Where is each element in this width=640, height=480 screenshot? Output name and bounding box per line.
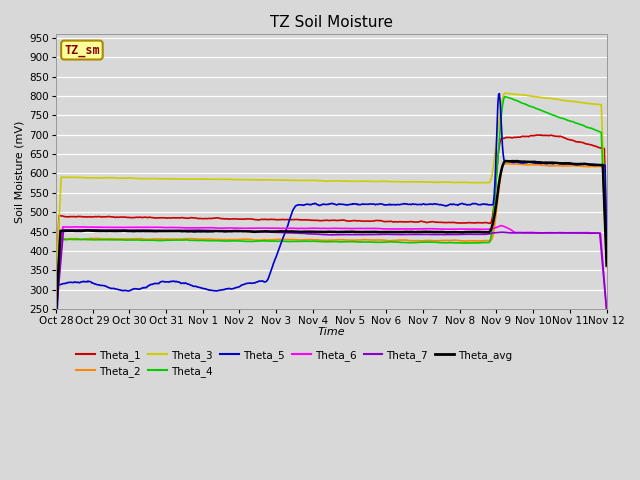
Theta_4 (175, 237, 182, 243)
Text: TZ_sm: TZ_sm (64, 44, 100, 57)
Theta_7 (62, 227, 70, 233)
Theta_2 (504, 161, 511, 167)
Theta_7 (415, 232, 423, 238)
Theta_5 (414, 202, 422, 207)
Theta_3 (204, 176, 211, 182)
Theta_5 (603, 243, 611, 249)
Title: TZ Soil Moisture: TZ Soil Moisture (269, 15, 393, 30)
Line: Theta_1: Theta_1 (56, 135, 607, 311)
Theta_3 (118, 175, 126, 181)
Theta_1 (537, 132, 545, 138)
Theta_1 (62, 214, 70, 220)
Theta_4 (603, 258, 611, 264)
Theta_6 (603, 307, 611, 313)
Theta_avg (118, 228, 126, 234)
Theta_2 (118, 236, 126, 242)
Line: Theta_avg: Theta_avg (56, 161, 607, 318)
Theta_2 (204, 236, 211, 242)
Theta_avg (502, 158, 509, 164)
Theta_5 (398, 202, 406, 207)
Theta_7 (603, 308, 611, 314)
Theta_3 (414, 179, 422, 185)
Theta_1 (204, 216, 211, 221)
Theta_5 (175, 279, 182, 285)
Theta_3 (398, 179, 406, 185)
Line: Theta_5: Theta_5 (56, 94, 607, 346)
Theta_2 (62, 236, 70, 242)
Theta_7 (204, 228, 212, 233)
Line: Theta_6: Theta_6 (56, 226, 607, 316)
Theta_6 (62, 224, 70, 230)
Theta_2 (398, 237, 406, 243)
Theta_6 (118, 225, 126, 230)
Theta_1 (52, 308, 60, 314)
Line: Theta_7: Theta_7 (56, 230, 607, 318)
Theta_avg (52, 315, 60, 321)
Line: Theta_2: Theta_2 (56, 164, 607, 322)
Theta_3 (603, 243, 611, 249)
Theta_2 (603, 264, 611, 270)
Theta_6 (414, 226, 422, 232)
Theta_avg (204, 228, 211, 234)
Theta_3 (501, 90, 509, 96)
Theta_7 (85, 227, 93, 233)
Theta_3 (52, 281, 60, 287)
Theta_5 (204, 287, 211, 292)
Theta_2 (175, 236, 182, 242)
Theta_avg (62, 228, 70, 234)
Theta_1 (398, 219, 406, 225)
Theta_avg (414, 229, 422, 235)
Theta_6 (175, 225, 182, 230)
Theta_avg (603, 263, 611, 268)
Theta_5 (118, 288, 126, 294)
Theta_3 (175, 176, 182, 182)
Theta_5 (62, 281, 70, 287)
Theta_1 (118, 215, 126, 220)
Theta_4 (52, 314, 60, 320)
Theta_6 (497, 223, 505, 228)
Theta_1 (175, 215, 182, 221)
Theta_4 (204, 238, 211, 244)
Theta_3 (62, 174, 70, 180)
Line: Theta_3: Theta_3 (56, 93, 607, 284)
Theta_avg (398, 229, 406, 235)
Theta_6 (52, 313, 60, 319)
Theta_avg (175, 228, 182, 234)
X-axis label: Time: Time (317, 327, 345, 337)
Line: Theta_4: Theta_4 (56, 96, 607, 317)
Theta_7 (175, 228, 183, 233)
Theta_4 (398, 240, 406, 245)
Theta_1 (603, 242, 611, 248)
Y-axis label: Soil Moisture (mV): Soil Moisture (mV) (15, 120, 25, 223)
Theta_5 (495, 91, 503, 96)
Theta_7 (399, 232, 406, 238)
Theta_7 (120, 227, 127, 233)
Theta_6 (204, 225, 211, 230)
Theta_2 (414, 238, 422, 243)
Theta_6 (398, 226, 406, 232)
Theta_7 (52, 315, 60, 321)
Theta_4 (414, 240, 422, 245)
Theta_2 (52, 319, 60, 325)
Theta_5 (52, 343, 60, 348)
Theta_4 (62, 237, 70, 242)
Theta_1 (414, 219, 422, 225)
Theta_4 (501, 94, 509, 99)
Theta_4 (118, 237, 126, 243)
Legend: Theta_1, Theta_2, Theta_3, Theta_4, Theta_5, Theta_6, Theta_7, Theta_avg: Theta_1, Theta_2, Theta_3, Theta_4, Thet… (72, 346, 516, 381)
